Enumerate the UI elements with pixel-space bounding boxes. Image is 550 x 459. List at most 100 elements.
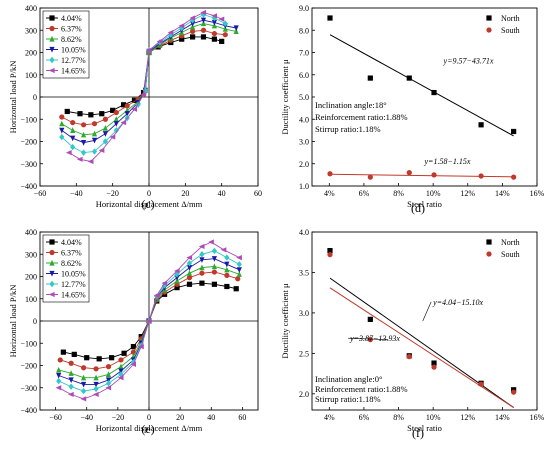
fit-equation: y=3.87−13.93x: [349, 334, 400, 343]
legend-entry-label: 6.37%: [61, 25, 82, 34]
chart-panel-d: 4% 6% 8% 10% 12% 14% 16% 1.0 2.0 3.0 4.0 5.0 6.0 7.0 8…: [280, 4, 545, 215]
panel-label: (e): [141, 422, 154, 436]
legend-entry-label: North: [501, 238, 520, 247]
annotation-text: Stirrup ratio:1.18%: [315, 394, 381, 404]
data-point: [81, 149, 87, 156]
data-point: [131, 106, 138, 112]
annotation-text: Reinforcement ratio:1.88%: [315, 112, 408, 122]
data-point: [92, 391, 99, 398]
data-point: [105, 380, 112, 387]
legend-entry-label: 12.77%: [61, 280, 86, 289]
y-tick-label: 400: [25, 4, 37, 13]
y-axis-label: Horizontal load P/kN: [8, 61, 18, 134]
legend-entry-label: South: [501, 250, 520, 259]
data-point: [110, 107, 116, 113]
data-point: [511, 174, 517, 180]
x-tick-label: 16%: [530, 189, 545, 198]
data-point: [120, 119, 127, 126]
data-point: [70, 119, 76, 126]
data-point: [186, 270, 193, 276]
x-tick-label: 6%: [359, 189, 370, 198]
legend: North South: [486, 238, 520, 259]
x-tick-label: 0: [147, 413, 151, 422]
x-tick-label: 12%: [460, 189, 475, 198]
data-point: [105, 385, 112, 391]
data-point: [431, 89, 437, 96]
x-tick-label: −60: [34, 189, 47, 198]
series-South: [327, 252, 517, 395]
data-point: [211, 36, 217, 42]
y-tick-label: 8.0: [299, 26, 309, 35]
legend-entry-label: 10.05%: [61, 46, 86, 55]
x-tick-label: 4%: [324, 189, 335, 198]
data-point: [120, 102, 127, 108]
legend-entry-label: 14.65%: [61, 291, 86, 300]
series-14.65%: [65, 9, 225, 165]
data-point: [87, 158, 94, 165]
x-tick-label: −20: [106, 189, 119, 198]
data-point: [327, 248, 333, 254]
data-point: [167, 29, 174, 36]
data-point: [211, 281, 217, 287]
data-point: [93, 374, 99, 381]
y-tick-label: 7.0: [299, 49, 309, 58]
data-point: [236, 261, 242, 268]
data-point: [81, 365, 87, 371]
fit-equation: y=1.58−1.15x: [424, 157, 471, 166]
x-tick-label: 60: [254, 189, 262, 198]
y-tick-label: −200: [20, 138, 37, 147]
data-point: [179, 36, 185, 42]
data-point: [56, 372, 62, 379]
data-point: [113, 127, 119, 134]
data-point: [186, 259, 193, 267]
legend-entry-label: North: [501, 14, 520, 23]
annotation-text: Inclination angle:18°: [315, 100, 387, 110]
data-point: [327, 15, 333, 21]
x-tick-label: 0: [147, 189, 151, 198]
data-point: [186, 265, 193, 271]
data-point: [199, 257, 205, 263]
legend-swatch-marker: [49, 56, 55, 64]
data-point: [190, 20, 196, 27]
legend: North South: [486, 14, 520, 35]
data-point: [138, 343, 144, 350]
data-point: [200, 9, 207, 16]
data-point: [70, 127, 76, 133]
equation-pointer: [422, 301, 432, 322]
data-point: [88, 112, 94, 118]
data-point: [222, 20, 228, 27]
data-point: [102, 138, 108, 145]
data-point: [511, 128, 517, 135]
legend-swatch-marker: [486, 251, 492, 257]
x-axis-label: Horizontal displacement Δ/mm: [96, 199, 203, 209]
x-tick-label: 60: [238, 413, 246, 422]
data-point: [130, 361, 137, 367]
data-point: [57, 357, 63, 363]
data-point: [211, 256, 217, 262]
data-point: [68, 370, 74, 376]
annotation-text: Inclination angle:0°: [315, 374, 382, 384]
series-line: [67, 36, 222, 116]
y-tick-label: 100: [25, 295, 37, 304]
legend-swatch-marker: [49, 35, 55, 42]
data-point: [199, 280, 205, 286]
x-tick-label: 6%: [359, 413, 370, 422]
legend: 4.04% 6.37%8.62% 10.05%12.77% 14.65%: [42, 10, 90, 79]
data-point: [76, 156, 83, 162]
data-point: [91, 121, 98, 127]
data-point: [93, 366, 99, 372]
y-tick-label: 2.0: [299, 390, 309, 399]
plot-frame: [311, 231, 538, 411]
data-point: [109, 355, 115, 361]
x-tick-label: 8%: [393, 189, 404, 198]
data-point: [59, 114, 65, 120]
data-point: [219, 38, 225, 44]
data-point: [199, 251, 205, 258]
data-point: [327, 171, 333, 177]
data-point: [81, 122, 87, 128]
y-tick-label: −100: [20, 339, 37, 348]
data-point: [68, 377, 74, 384]
data-point: [198, 243, 205, 250]
data-point: [173, 268, 180, 274]
data-point: [65, 150, 72, 156]
